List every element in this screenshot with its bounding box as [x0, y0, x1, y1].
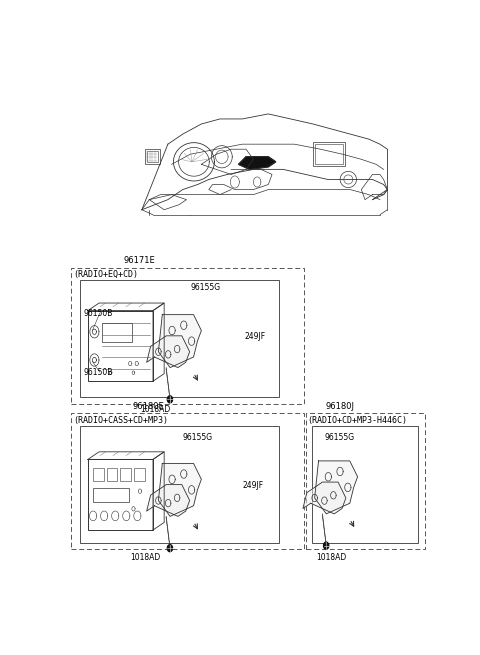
- Polygon shape: [147, 336, 190, 367]
- Polygon shape: [239, 157, 276, 170]
- Text: 96171E: 96171E: [123, 256, 155, 265]
- Text: 96180E: 96180E: [132, 402, 164, 411]
- Text: 96180J: 96180J: [326, 402, 355, 411]
- Text: 1018AD: 1018AD: [140, 405, 170, 415]
- Polygon shape: [314, 461, 358, 514]
- Text: (RADIO+CASS+CD+MP3): (RADIO+CASS+CD+MP3): [73, 416, 168, 425]
- Polygon shape: [324, 542, 329, 549]
- Text: 1018AD: 1018AD: [316, 553, 347, 562]
- Polygon shape: [147, 485, 190, 516]
- Text: 1018AD: 1018AD: [131, 553, 161, 562]
- Text: 96150B: 96150B: [83, 367, 112, 377]
- Text: (RADIO+CD+MP3-H446C): (RADIO+CD+MP3-H446C): [307, 416, 408, 425]
- Text: 96155G: 96155G: [190, 283, 220, 292]
- Text: 96155G: 96155G: [183, 433, 213, 441]
- Text: (RADIO+EQ+CD): (RADIO+EQ+CD): [73, 271, 138, 279]
- Text: 96150B: 96150B: [83, 309, 112, 318]
- Polygon shape: [168, 544, 172, 552]
- Polygon shape: [158, 314, 202, 367]
- Text: 249JF: 249JF: [245, 332, 266, 341]
- Text: 96155G: 96155G: [324, 433, 354, 441]
- Polygon shape: [158, 464, 202, 516]
- Polygon shape: [303, 482, 346, 514]
- Polygon shape: [168, 396, 172, 403]
- Text: 249JF: 249JF: [242, 481, 264, 490]
